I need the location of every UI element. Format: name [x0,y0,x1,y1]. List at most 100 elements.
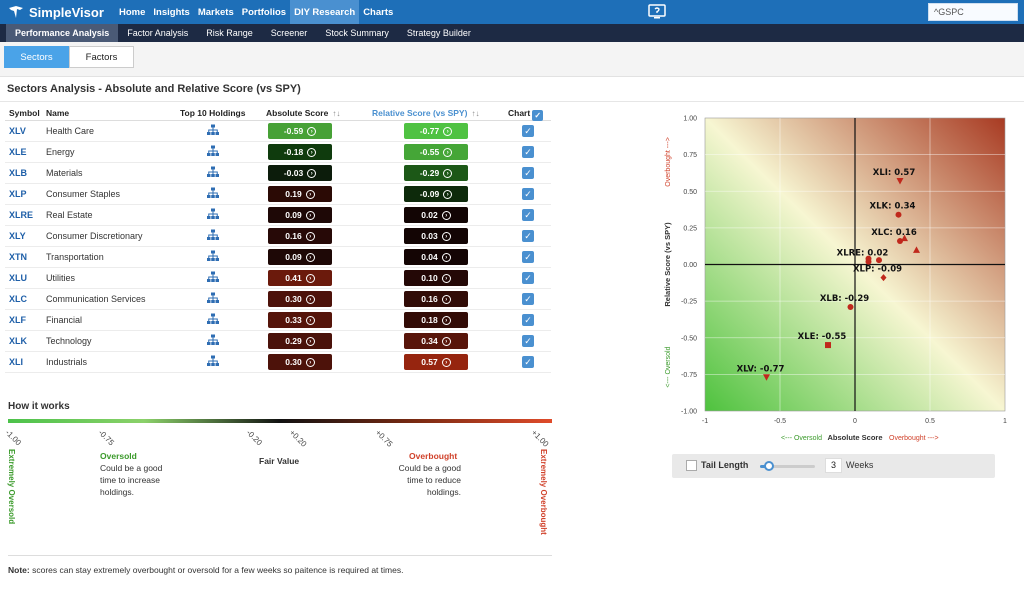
holdings-hierarchy-icon[interactable] [207,250,219,262]
nav-item-insights[interactable]: Insights [153,6,190,18]
chart-checkbox[interactable]: ✓ [522,335,534,347]
relative-score-badge[interactable]: 0.57 › [404,354,468,370]
holdings-hierarchy-icon[interactable] [207,124,219,136]
chart-checkbox[interactable]: ✓ [522,146,534,158]
symbol-link[interactable]: XLU [9,273,27,283]
table-row: XLK Technology 0.29 › 0.34 › ✓ [5,331,551,352]
absolute-header[interactable]: Absolute Score ↑↓ [266,108,340,118]
holdings-hierarchy-icon[interactable] [207,145,219,157]
relative-score-badge[interactable]: 0.10 › [404,270,468,286]
symbol-link[interactable]: XLY [9,231,26,241]
relative-score-badge[interactable]: 0.03 › [404,228,468,244]
symbol-link[interactable]: XLRE [9,210,34,220]
sort-icon[interactable]: ↑↓ [332,109,341,118]
nav-item-charts[interactable]: Charts [363,6,394,18]
holdings-hierarchy-icon[interactable] [207,271,219,283]
data-label: XLB: -0.29 [820,294,869,304]
relative-score-badge[interactable]: -0.77 › [404,123,468,139]
holdings-hierarchy-icon[interactable] [207,187,219,199]
tail-length-checkbox[interactable] [686,460,697,471]
symbol-header[interactable]: Symbol [9,108,40,118]
relative-score-badge[interactable]: 0.04 › [404,249,468,265]
holdings-hierarchy-icon[interactable] [207,313,219,325]
chevron-right-icon: › [441,252,451,262]
chart-checkbox[interactable]: ✓ [522,356,534,368]
absolute-score-badge[interactable]: 0.09 › [268,249,332,265]
subnav-item-stock-summary[interactable]: Stock Summary [325,28,389,38]
symbol-link[interactable]: XLE [9,147,27,157]
sort-icon[interactable]: ↑↓ [471,109,480,118]
absolute-score-badge[interactable]: 0.30 › [268,291,332,307]
factors-tab[interactable]: Factors [69,46,134,68]
tail-slider-knob[interactable] [764,461,774,471]
holdings-hierarchy-icon[interactable] [207,334,219,346]
ticker-search-input[interactable] [928,3,1018,21]
chevron-right-icon: › [305,231,315,241]
holdings-hierarchy-icon[interactable] [207,292,219,304]
chevron-right-icon: › [441,336,451,346]
subnav-item-factor-analysis[interactable]: Factor Analysis [127,28,189,38]
sectors-tab[interactable]: Sectors [4,46,69,68]
symbol-link[interactable]: XLC [9,294,27,304]
chevron-right-icon: › [443,126,453,136]
absolute-score-badge[interactable]: 0.19 › [268,186,332,202]
chart-checkbox[interactable]: ✓ [522,251,534,263]
relative-score-badge[interactable]: 0.34 › [404,333,468,349]
absolute-score-badge[interactable]: 0.29 › [268,333,332,349]
symbol-link[interactable]: XTN [9,252,27,262]
chart-checkbox[interactable]: ✓ [522,293,534,305]
holdings-hierarchy-icon[interactable] [207,166,219,178]
subnav-item-strategy-builder[interactable]: Strategy Builder [406,28,471,38]
absolute-score-badge[interactable]: 0.16 › [268,228,332,244]
absolute-score-badge[interactable]: 0.30 › [268,354,332,370]
nav-item-portfolios[interactable]: Portfolios [241,6,287,18]
absolute-score-badge[interactable]: -0.18 › [268,144,332,160]
chart-checkbox[interactable]: ✓ [522,272,534,284]
holdings-hierarchy-icon[interactable] [207,229,219,241]
chart-all-checkbox[interactable]: ✓ [532,110,544,121]
subnav-item-performance-analysis[interactable]: Performance Analysis [6,24,119,42]
relative-score-badge[interactable]: 0.16 › [404,291,468,307]
name-header[interactable]: Name [46,108,70,118]
symbol-link[interactable]: XLK [9,336,27,346]
data-label: XLC: 0.16 [871,228,917,238]
data-point [847,303,854,310]
symbol-link[interactable]: XLB [9,168,27,178]
subnav-item-risk-range[interactable]: Risk Range [206,28,253,38]
chart-checkbox[interactable]: ✓ [522,167,534,179]
chart-checkbox[interactable]: ✓ [522,230,534,242]
chevron-right-icon: › [307,126,317,136]
nav-item-markets[interactable]: Markets [197,6,234,18]
chart-checkbox[interactable]: ✓ [522,209,534,221]
absolute-score-badge[interactable]: 0.09 › [268,207,332,223]
nav-item-diy-research[interactable]: DIY Research [290,0,360,24]
logo[interactable]: SimpleVisor [0,4,115,20]
chart-checkbox[interactable]: ✓ [522,314,534,326]
tail-slider-track[interactable] [760,465,815,468]
y-tick-label: 0.75 [683,152,697,159]
relative-score-badge[interactable]: -0.55 › [404,144,468,160]
holdings-hierarchy-icon[interactable] [207,355,219,367]
x-oversold-annotation: <--- Oversold [781,435,822,442]
absolute-score-badge[interactable]: 0.33 › [268,312,332,328]
relative-score-badge[interactable]: 0.02 › [404,207,468,223]
symbol-link[interactable]: XLF [9,315,26,325]
relative-score-badge[interactable]: -0.09 › [404,186,468,202]
nav-item-home[interactable]: Home [119,6,146,18]
absolute-score-badge[interactable]: -0.59 › [268,123,332,139]
symbol-link[interactable]: XLI [9,357,24,367]
chart-checkbox[interactable]: ✓ [522,188,534,200]
relative-header[interactable]: Relative Score (vs SPY) ↑↓ [372,108,479,118]
chart-checkbox[interactable]: ✓ [522,125,534,137]
help-monitor-icon[interactable] [647,4,667,20]
absolute-score-badge[interactable]: 0.41 › [268,270,332,286]
table-header: Symbol Name Top 10 Holdings Absolute Sco… [5,104,551,121]
relative-score-badge[interactable]: 0.18 › [404,312,468,328]
symbol-link[interactable]: XLP [9,189,27,199]
relative-score-badge[interactable]: -0.29 › [404,165,468,181]
holdings-hierarchy-icon[interactable] [207,208,219,220]
subnav-item-screener[interactable]: Screener [270,28,308,38]
symbol-link[interactable]: XLV [9,126,26,136]
absolute-score-badge[interactable]: -0.03 › [268,165,332,181]
weeks-input[interactable]: 3 [825,458,842,473]
